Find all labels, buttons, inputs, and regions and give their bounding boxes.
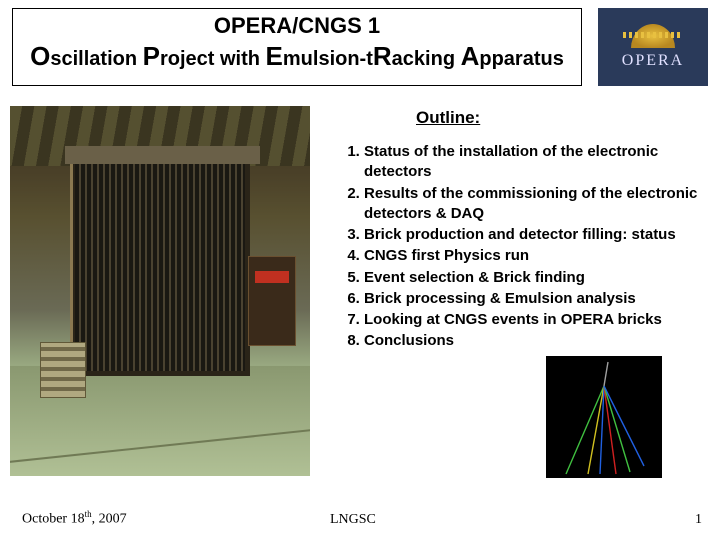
outline-item: Event selection & Brick finding: [364, 268, 708, 288]
event-display: [546, 356, 662, 478]
footer-date: October 18th, 2007: [22, 509, 127, 528]
outline-list: Status of the installation of the electr…: [330, 142, 708, 353]
footer-center: LNGSC: [330, 512, 376, 528]
footer-page: 1: [695, 512, 702, 528]
title-box: OPERA/CNGS 1 Oscillation Project with Em…: [12, 8, 582, 86]
logo-text: OPERA: [622, 52, 684, 70]
outline-item: Results of the commissioning of the elec…: [364, 184, 708, 225]
detector-photo: [10, 106, 310, 476]
outline-item: Status of the installation of the electr…: [364, 142, 708, 183]
title-line2: Oscillation Project with Emulsion-tRacki…: [13, 41, 581, 72]
outline-item: Conclusions: [364, 331, 708, 351]
outline-item: Looking at CNGS events in OPERA bricks: [364, 310, 708, 330]
outline-ol: Status of the installation of the electr…: [330, 142, 708, 352]
outline-item: Brick processing & Emulsion analysis: [364, 289, 708, 309]
outline-item: CNGS first Physics run: [364, 246, 708, 266]
event-tracks-svg: [546, 356, 662, 478]
logo-sun-icon: [631, 24, 675, 48]
title-line1: OPERA/CNGS 1: [13, 13, 581, 39]
outline-item: Brick production and detector filling: s…: [364, 225, 708, 245]
outline-heading: Outline:: [416, 108, 480, 128]
opera-logo: OPERA: [598, 8, 708, 86]
